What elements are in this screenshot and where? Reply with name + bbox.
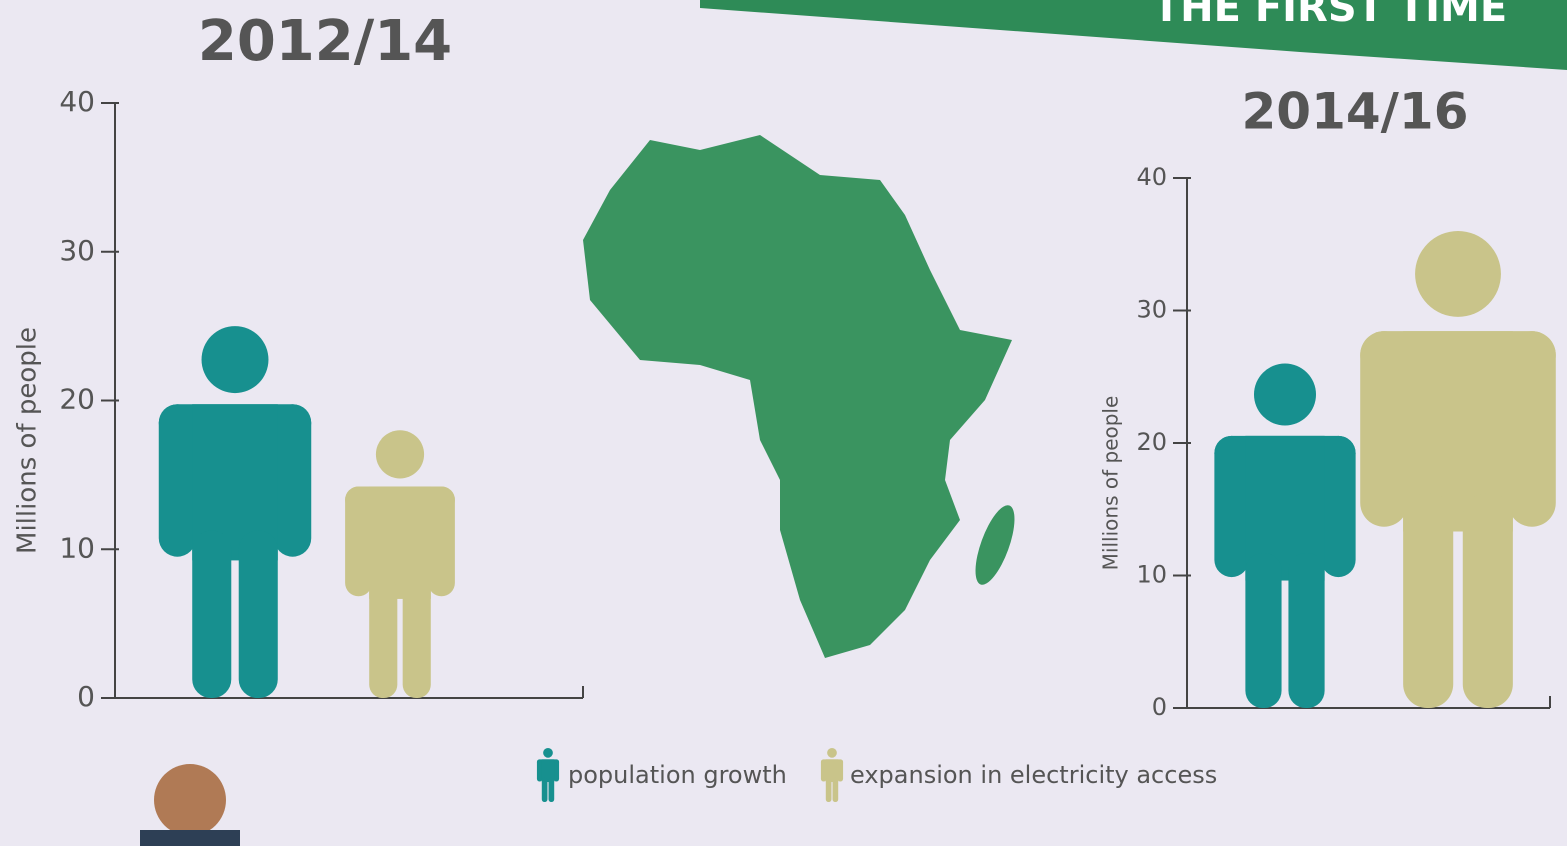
head [202,326,269,393]
leg [192,531,231,698]
head [376,430,424,478]
arm [274,404,311,556]
y-tick-label: 0 [77,680,95,713]
head [1254,364,1316,426]
presenter-body [140,830,240,846]
head [827,748,837,758]
y-axis-label: Millions of people [13,327,43,554]
y-tick-label: 0 [1152,693,1167,721]
leg [1288,553,1324,708]
y-tick-label: 20 [59,383,95,416]
arm [554,759,559,781]
arm [821,759,826,781]
leg [1463,493,1513,708]
arm [537,759,542,781]
leg [239,531,278,698]
leg [833,778,839,802]
arm [1508,331,1556,527]
y-tick-label: 40 [1136,163,1167,191]
y-axis-label: Millions of people [1099,396,1123,571]
arm [1214,436,1248,577]
head [1415,231,1501,317]
y-tick-label: 40 [59,85,95,118]
screen: THE FIRST TIME 2012/14 0 10 20 30 40 Millions … [0,0,1567,846]
leg [1245,553,1281,708]
y-tick-label: 20 [1136,428,1167,456]
arm [1321,436,1355,577]
y-tick-label: 30 [59,234,95,267]
leg [826,778,832,802]
arm [1360,331,1408,527]
leg [1403,493,1453,708]
legend-label: population growth [568,761,787,789]
y-tick-label: 30 [1136,296,1167,324]
banner-text: THE FIRST TIME [1153,0,1507,31]
y-tick-label: 10 [59,531,95,564]
leg [542,778,548,802]
leg [549,778,555,802]
legend-label: expansion in electricity access [850,761,1217,789]
head [543,748,553,758]
panel-title: 2014/16 [1241,83,1468,141]
y-tick-label: 10 [1136,561,1167,589]
arm [159,404,196,556]
arm [345,486,372,596]
leg [369,578,397,698]
panel-title: 2012/14 [198,9,452,74]
presenter [154,764,226,836]
arm [838,759,843,781]
leg [403,578,431,698]
arm [428,486,455,596]
